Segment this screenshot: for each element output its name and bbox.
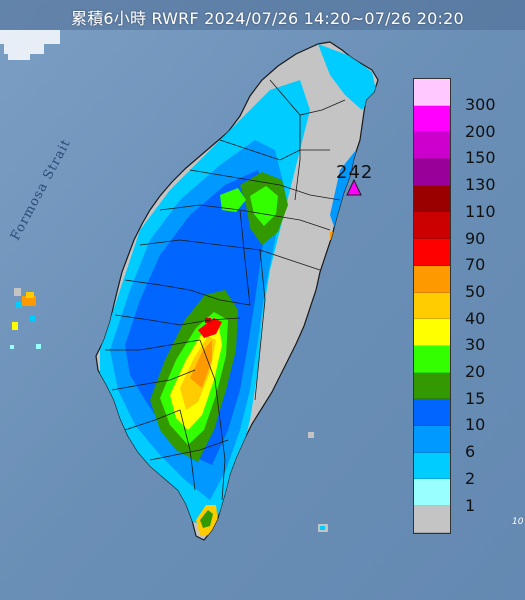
legend-swatch xyxy=(414,212,450,240)
legend-swatch xyxy=(414,506,450,533)
legend-swatch xyxy=(414,239,450,266)
header-bar xyxy=(0,0,525,30)
legend-swatch xyxy=(414,425,450,453)
legend-label: 50 xyxy=(465,281,486,301)
legend-swatch xyxy=(414,132,450,160)
map-title: 累積6小時 RWRF 2024/07/26 14:20~07/26 20:20 xyxy=(71,9,464,28)
cloud-speckles xyxy=(0,30,60,60)
legend-swatch xyxy=(414,105,450,133)
legend-swatch xyxy=(414,185,450,213)
legend-label: 200 xyxy=(465,121,496,141)
legend-swatch xyxy=(414,319,450,346)
legend-swatch xyxy=(414,79,450,106)
legend-swatch xyxy=(414,292,450,320)
penghu-islands xyxy=(10,288,41,349)
legend-label: 90 xyxy=(465,228,486,248)
legend-swatch xyxy=(414,159,450,186)
legend-label: 130 xyxy=(465,175,496,195)
legend-swatch xyxy=(414,399,450,426)
legend-label: 70 xyxy=(465,255,486,275)
legend-swatch xyxy=(414,345,450,373)
legend-swatch xyxy=(414,372,450,400)
legend-label: 20 xyxy=(465,362,486,381)
county-boundaries xyxy=(105,79,346,501)
legend-swatch xyxy=(414,479,450,506)
legend-label: 110 xyxy=(465,201,496,221)
corner-mark: 10 xyxy=(512,517,524,527)
legend-label: 40 xyxy=(465,308,486,328)
legend-label: 6 xyxy=(465,442,476,462)
legend-swatch xyxy=(414,452,450,480)
legend-label: 150 xyxy=(465,148,496,168)
max-rainfall-label: 242 xyxy=(336,162,374,183)
rainfall-shading xyxy=(100,44,376,536)
legend-label: 15 xyxy=(465,388,486,408)
green-island-orchid-island xyxy=(308,432,328,532)
legend-swatch xyxy=(414,265,450,293)
legend-label: 30 xyxy=(465,335,486,355)
max-rainfall-marker xyxy=(346,178,362,196)
legend-label: 10 xyxy=(465,415,486,435)
legend-label: 2 xyxy=(465,468,476,488)
legend-label: 300 xyxy=(465,95,496,114)
legend-label: 1 xyxy=(465,495,476,515)
rainfall-legend xyxy=(413,78,451,534)
